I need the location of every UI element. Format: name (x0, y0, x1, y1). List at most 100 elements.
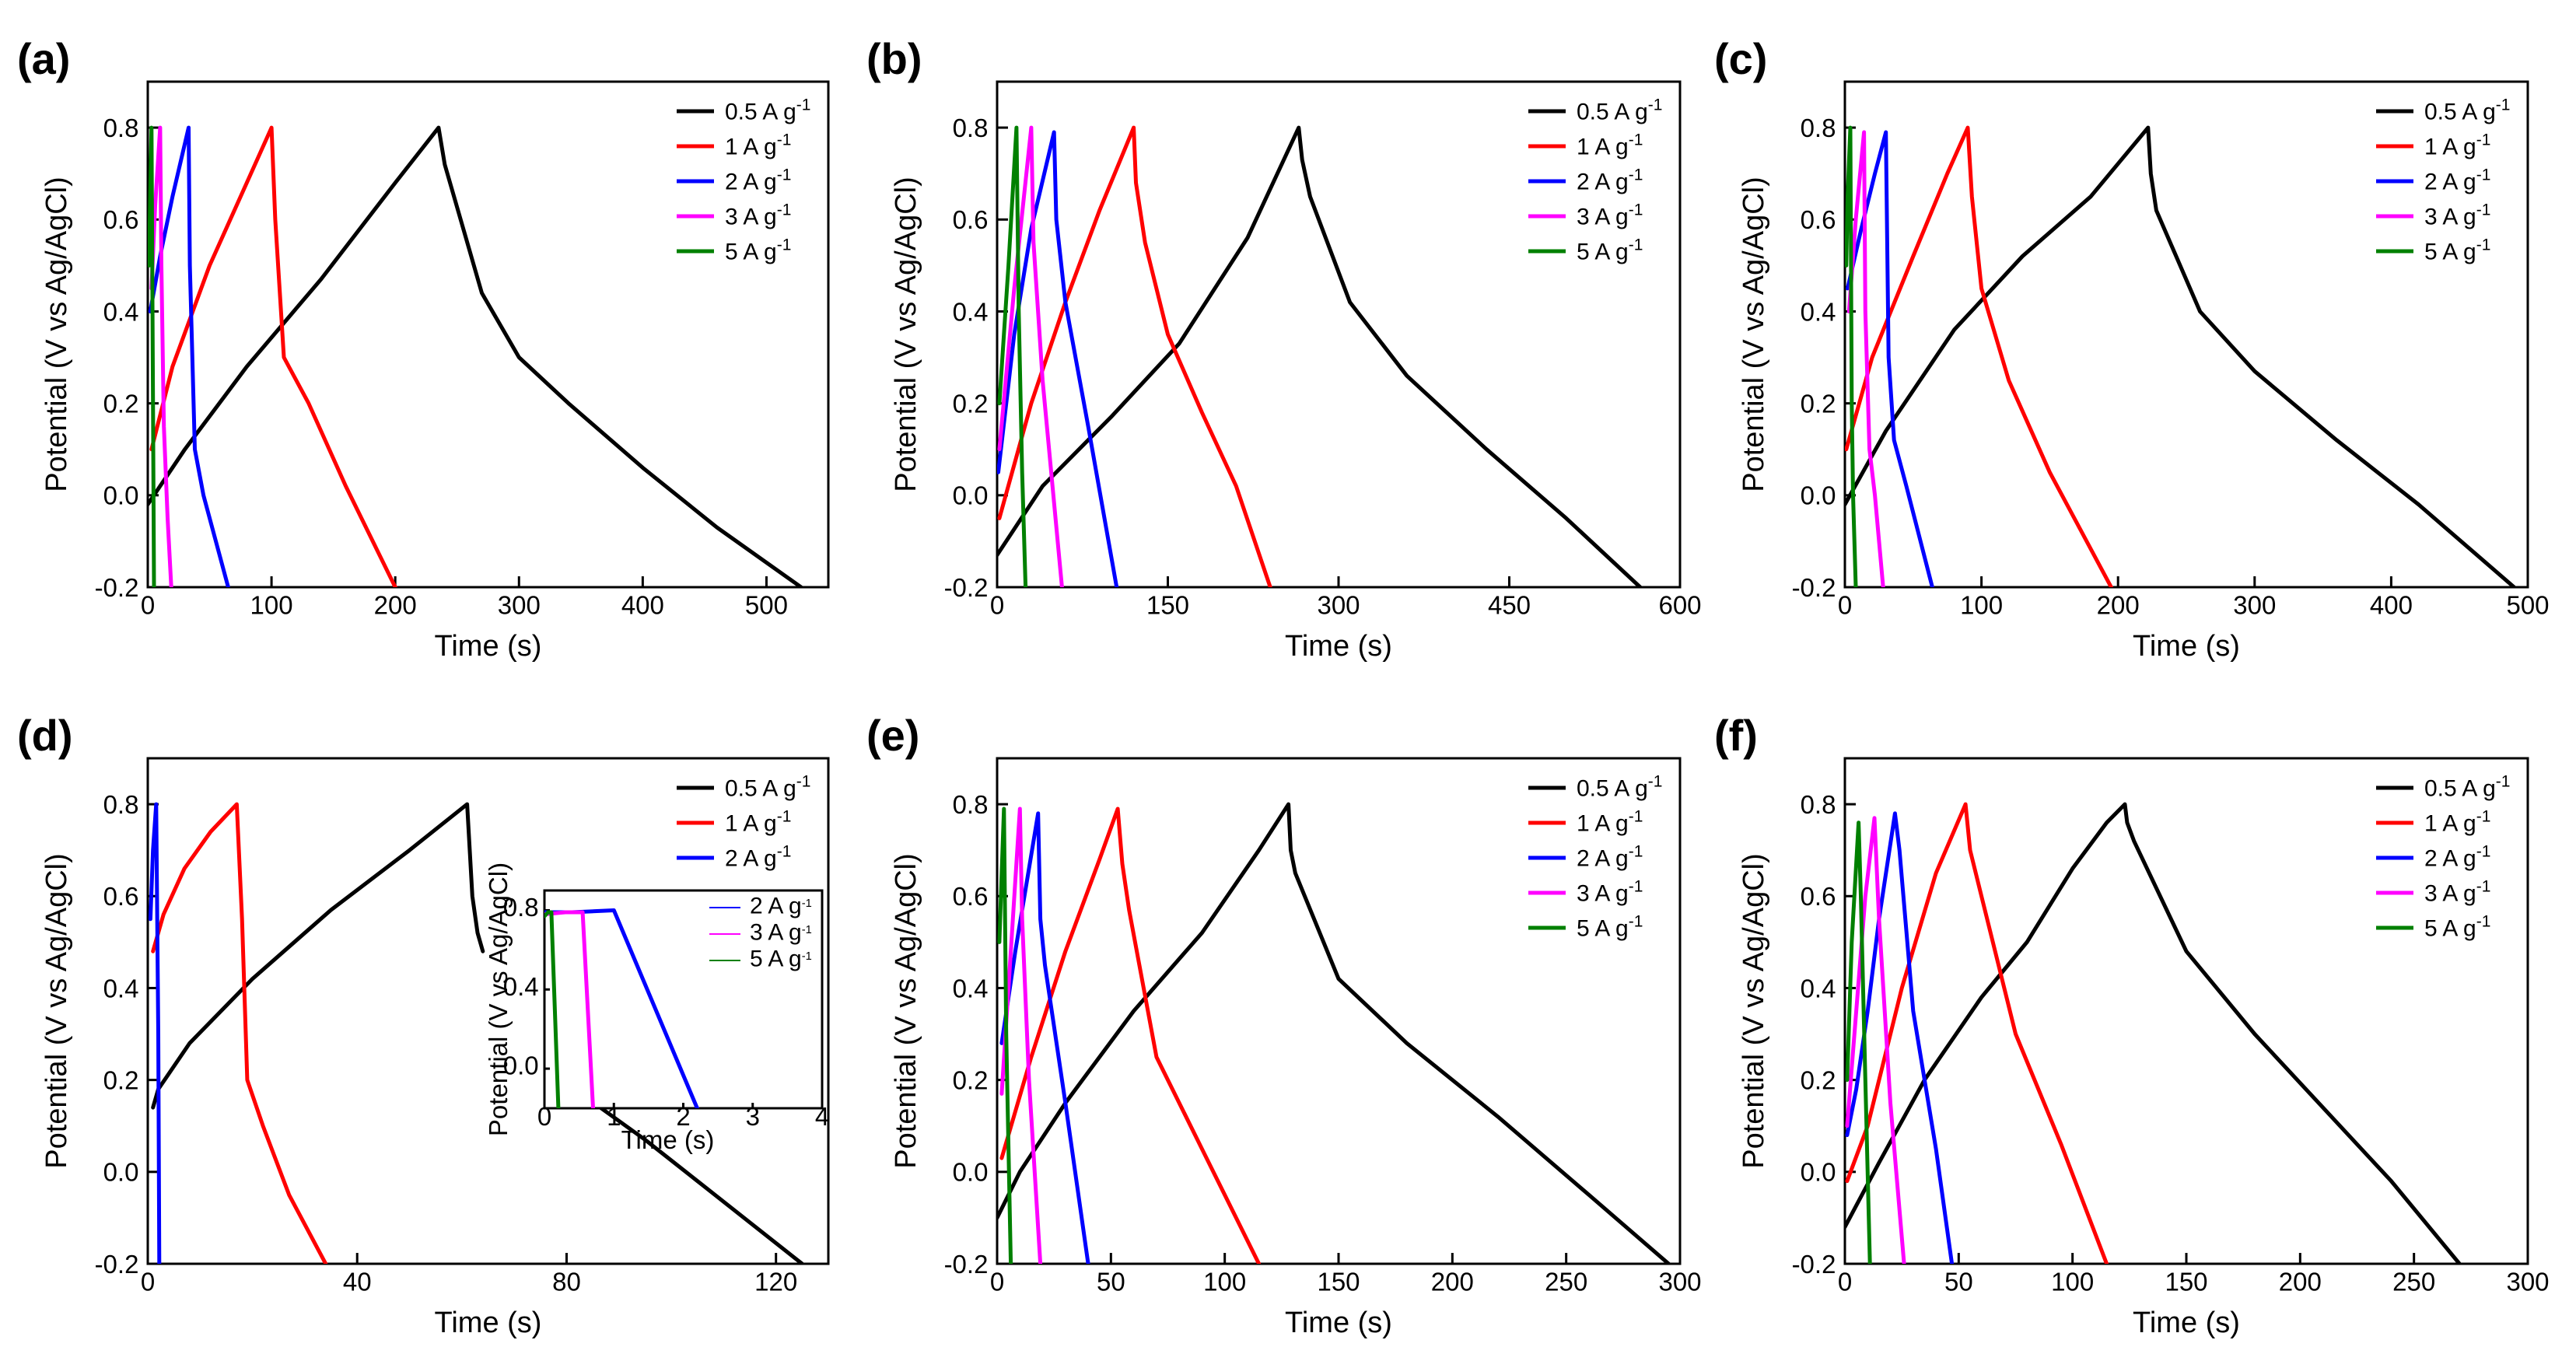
y-tick-label: -0.2 (95, 573, 139, 602)
x-tick-label: 200 (1431, 1268, 1474, 1296)
series-line-3-a-g-1 (1846, 130, 1885, 587)
y-tick-label: 0.0 (103, 481, 139, 510)
plot-frame (1843, 80, 2529, 589)
y-tick-label: 0.4 (1801, 974, 1836, 1002)
series-line-0-5-a-g-1 (151, 802, 485, 1110)
y-tick-label: 0.0 (1801, 1158, 1836, 1187)
legend-entry: 2 A g-1 (750, 893, 812, 918)
legend-entry: 3 A g-1 (2424, 878, 2490, 907)
x-tick-label: 100 (1960, 591, 2003, 620)
x-tick-label: 0 (141, 1268, 155, 1296)
x-axis-label: Time (s) (2133, 1307, 2240, 1339)
y-tick-label: 0.0 (1801, 481, 1836, 510)
series-line-5-a-g-1 (544, 910, 561, 1108)
y-tick-label: 0.6 (103, 205, 139, 234)
y-tick-label: 0.2 (103, 1066, 139, 1095)
x-tick-label: 300 (1658, 1268, 1701, 1296)
x-tick-label: 200 (374, 591, 417, 620)
x-axis-label: Time (s) (435, 630, 542, 663)
y-tick-label: 0.2 (1801, 1066, 1836, 1095)
x-tick-label: 150 (1146, 591, 1189, 620)
y-tick-label: 0.8 (953, 114, 989, 142)
y-tick-label: 0.6 (953, 205, 989, 234)
panel-e: 0 50 100 150 200 250 300 -0.2 0.0 0.2 0.4 0.6 0.8 Tim… (866, 711, 1702, 1339)
y-tick-label: -0.2 (95, 1250, 139, 1279)
x-tick-label: 2 (676, 1102, 690, 1131)
y-tick-label: 0.2 (953, 390, 989, 418)
x-tick-label: 0 (990, 1268, 1004, 1296)
x-tick-label: 500 (2506, 591, 2549, 620)
x-tick-label: 0 (537, 1102, 551, 1131)
y-tick-label: 0.2 (1801, 390, 1836, 418)
legend-entry: 1 A g-1 (2424, 131, 2490, 160)
series-line-5-a-g-1 (997, 125, 1028, 587)
x-tick-label: 3 (746, 1102, 760, 1131)
legend-entry: 1 A g-1 (2424, 808, 2490, 837)
legend-entry: 5 A g-1 (2424, 913, 2490, 942)
y-tick-label: 0.8 (103, 790, 139, 819)
x-tick-label: 0 (990, 591, 1004, 620)
y-axis-label: Potential (V vs Ag/AgCl) (890, 853, 922, 1169)
y-tick-label: -0.2 (944, 1250, 989, 1279)
y-tick-label: 0.6 (103, 882, 139, 911)
x-tick-label: 150 (2165, 1268, 2207, 1296)
x-tick-label: 0 (141, 591, 155, 620)
panel-c: 0 100 200 300 400 500 -0.2 0.0 0.2 0.4 0.6 0.8 Time … (1714, 34, 2550, 663)
x-tick-label: 500 (745, 591, 788, 620)
x-tick-label: 450 (1488, 591, 1531, 620)
legend-entry: 2 A g-1 (1577, 166, 1643, 195)
y-tick-label: 0.4 (953, 974, 989, 1002)
x-tick-label: 250 (2392, 1268, 2435, 1296)
panel-label: (a) (17, 34, 70, 83)
x-tick-label: 1 (607, 1102, 621, 1131)
legend-entry: 1 A g-1 (1577, 808, 1643, 837)
y-axis-label: Potential (V vs Ag/AgCl) (40, 177, 73, 492)
series-line-0-5-a-g-1 (1845, 802, 2462, 1264)
x-tick-label: 50 (1944, 1268, 1973, 1296)
legend-entry: 0.5 A g-1 (2424, 96, 2510, 125)
legend-entry: 1 A g-1 (725, 808, 791, 837)
x-tick-label: 200 (2279, 1268, 2322, 1296)
y-tick-label: 0.4 (103, 974, 139, 1002)
series-line-0-5-a-g-1 (997, 802, 1671, 1264)
series-line-0-5-a-g-1 (997, 125, 1643, 587)
x-tick-label: 0 (1838, 1268, 1852, 1296)
legend-entry: 1 A g-1 (1577, 131, 1643, 160)
x-tick-label: 120 (754, 1268, 797, 1296)
y-tick-label: 0.8 (503, 893, 539, 922)
legend-entry: 1 A g-1 (725, 131, 791, 160)
x-tick-label: 300 (498, 591, 541, 620)
y-tick-label: 0.8 (103, 114, 139, 142)
panel-label: (e) (866, 711, 919, 760)
series-line-2-a-g-1 (1845, 811, 1955, 1264)
series-line-1-a-g-1 (151, 802, 328, 1264)
series-line-0-5-a-g-1-tail (585, 1096, 804, 1264)
x-tick-label: 80 (552, 1268, 581, 1296)
plot-frame (146, 80, 830, 589)
inset-y-axis-label: Potential (V vs Ag/AgCl) (484, 862, 513, 1136)
series-line-3-a-g-1 (1845, 816, 1906, 1264)
panel-b: 0 150 300 450 600 -0.2 0.0 0.2 0.4 0.6 0.8 Time (s)… (866, 34, 1702, 663)
x-tick-label: 0 (1838, 591, 1852, 620)
y-tick-label: -0.2 (1792, 1250, 1836, 1279)
x-tick-label: 4 (815, 1102, 829, 1131)
y-tick-label: 0.4 (953, 297, 989, 326)
y-tick-label: 0.0 (953, 481, 989, 510)
y-tick-label: 0.2 (953, 1066, 989, 1095)
panel-f: 0 50 100 150 200 250 300 -0.2 0.0 0.2 0.4 0.6 0.8 Tim… (1714, 711, 2550, 1339)
y-tick-label: 0.6 (1801, 882, 1836, 911)
series-line-2-a-g-1 (1846, 130, 1934, 587)
legend-entry: 3 A g-1 (2424, 201, 2490, 230)
legend-entry: 5 A g-1 (750, 946, 812, 971)
series-line-3-a-g-1 (544, 910, 595, 1108)
x-tick-label: 300 (2506, 1268, 2549, 1296)
x-tick-label: 400 (621, 591, 664, 620)
series-line-3-a-g-1 (997, 125, 1064, 587)
y-tick-label: 0.4 (1801, 297, 1836, 326)
series-line-5-a-g-1 (148, 125, 156, 587)
x-tick-label: 250 (1545, 1268, 1587, 1296)
y-axis-label: Potential (V vs Ag/AgCl) (890, 177, 922, 492)
plot-frame (146, 757, 830, 1265)
